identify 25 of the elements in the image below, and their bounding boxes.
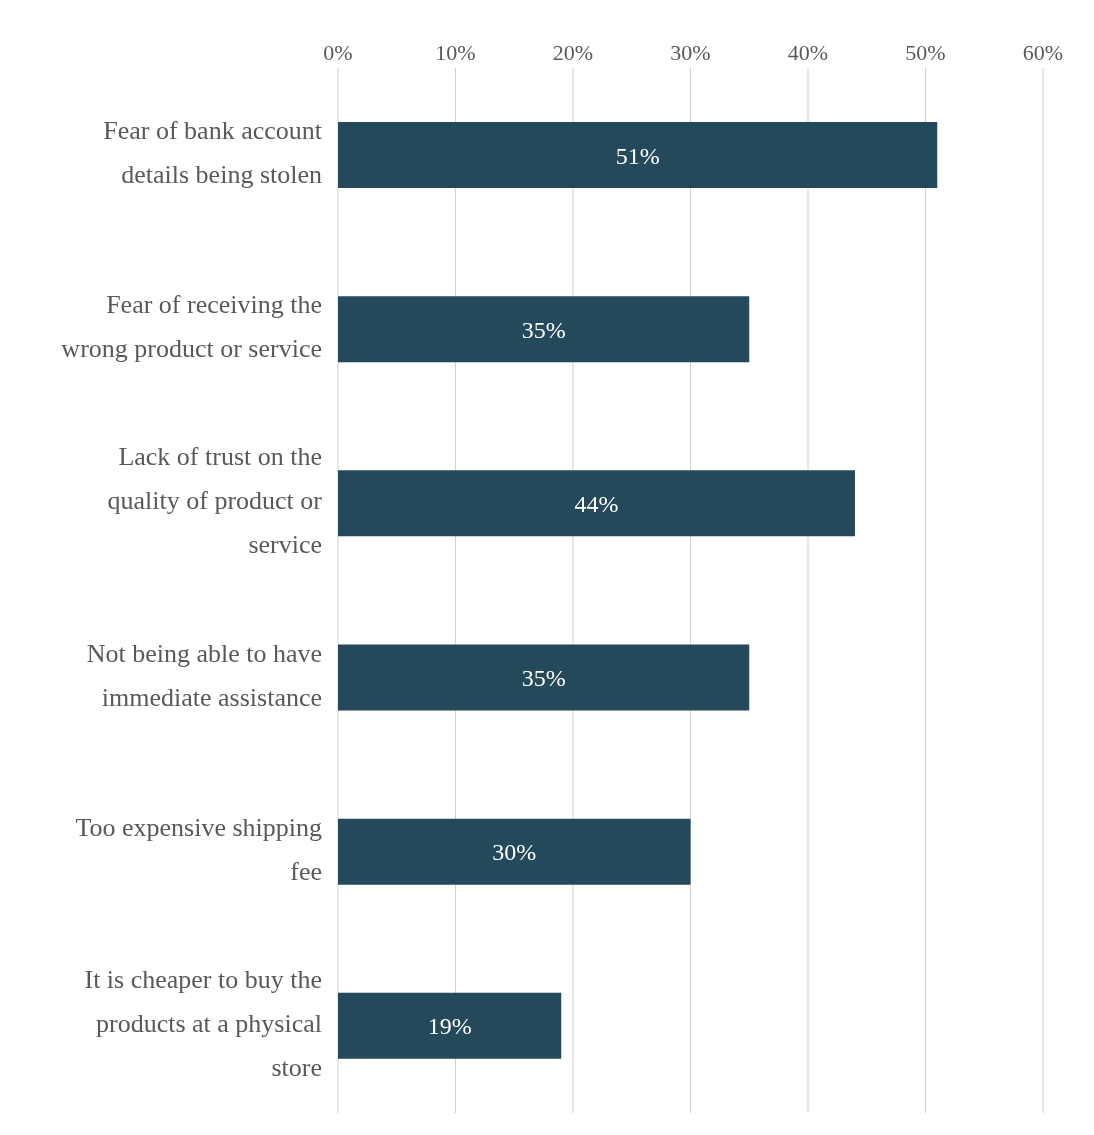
y-tick-label: Fear of receiving the wrong product or service: [61, 290, 322, 364]
x-tick-label: 0%: [323, 40, 353, 65]
x-tick-label: 50%: [905, 40, 946, 65]
y-tick-label: It is cheaper to buy the products at a physical store: [84, 964, 322, 1082]
y-tick-label: Fear of bank account details being stolen: [103, 116, 323, 190]
data-label: 30%: [492, 839, 537, 866]
x-tick-label: 10%: [435, 40, 476, 65]
data-label: 35%: [521, 316, 566, 343]
data-label: 51%: [615, 142, 660, 169]
x-tick-label: 30%: [670, 40, 711, 65]
bar: [338, 992, 562, 1059]
y-tick-label: Not being able to have immediate assistance: [86, 638, 322, 712]
x-tick-label: 20%: [552, 40, 594, 65]
data-label: 19%: [427, 1013, 472, 1040]
y-tick-label: Lack of trust on the quality of product or service: [107, 442, 323, 560]
bar: [338, 818, 691, 885]
bar: [338, 470, 855, 537]
bar: [338, 644, 750, 711]
data-label: 44%: [574, 490, 619, 517]
x-tick-label: 60%: [1022, 40, 1064, 65]
bar: [338, 121, 938, 188]
data-label: 35%: [521, 665, 566, 692]
x-tick-label: 40%: [787, 40, 829, 65]
bar: [338, 296, 750, 363]
y-tick-label: Too expensive shipping fee: [75, 812, 322, 886]
